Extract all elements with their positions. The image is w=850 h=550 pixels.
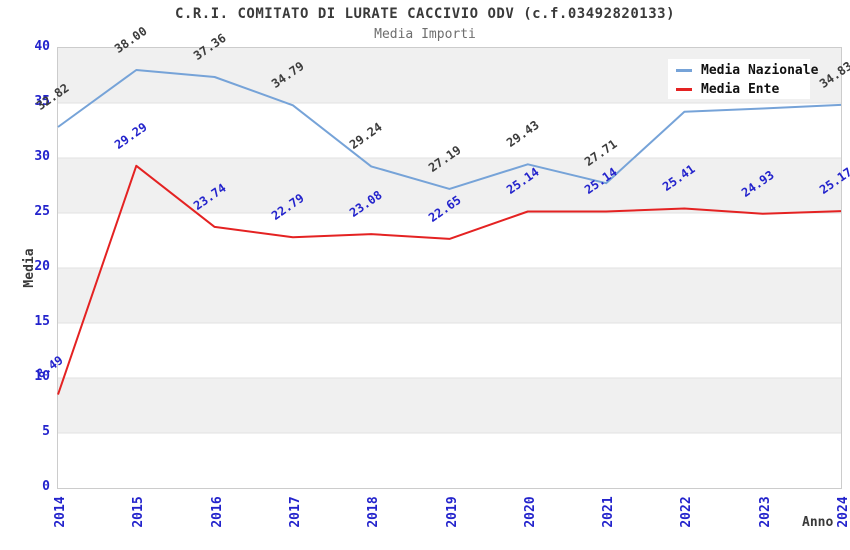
legend-item: Media Nazionale: [668, 61, 818, 80]
x-tick-label: 2019: [444, 496, 460, 528]
x-tick-label: 2014: [53, 496, 68, 528]
plot-area: 32.82 38.00 37.36 34.79 29.24 27.19 29.43 27.71…: [34, 24, 850, 489]
y-tick-label: 35: [34, 94, 50, 109]
grid-band: [58, 378, 841, 433]
x-tick-label: 2016: [209, 496, 225, 528]
x-tick-label: 2022: [679, 496, 695, 528]
legend-item-label: Media Nazionale: [701, 63, 819, 78]
legend: Media Nazionale Media Ente: [668, 59, 818, 99]
x-tick-label: 2023: [757, 496, 773, 528]
legend-item-label: Media Ente: [701, 82, 780, 97]
grid-band: [58, 158, 841, 213]
x-tick-label: 2021: [601, 496, 617, 528]
x-tick-label: 2018: [366, 496, 382, 528]
y-tick-label: 25: [34, 204, 50, 219]
chart-title: C.R.I. COMITATO DI LURATE CACCIVIO ODV (…: [174, 6, 675, 22]
chart-subtitle: Media Importi: [374, 27, 476, 42]
x-tick-label: 2017: [287, 496, 303, 528]
y-tick-label: 30: [34, 149, 50, 164]
x-tick-label: 2015: [131, 496, 147, 528]
series-line-media-ente: [57, 164, 842, 395]
x-tick-label: 2020: [522, 496, 538, 528]
y-tick-label: 0: [42, 479, 50, 494]
legend-item: Media Ente: [668, 80, 810, 99]
y-tick-label: 40: [34, 39, 50, 54]
series-line-media-nazionale: [57, 69, 842, 190]
y-tick-label: 15: [34, 314, 50, 329]
y-tick-label: 20: [34, 259, 50, 274]
y-tick-label: 5: [42, 424, 50, 439]
x-axis-title: Anno: [802, 515, 834, 530]
legend-line-swatch: [676, 88, 692, 91]
legend-line-swatch: [676, 69, 692, 72]
x-tick-label: 2024: [836, 496, 850, 528]
y-tick-label: 10: [34, 369, 50, 384]
grid-band: [58, 268, 841, 323]
plot-svg: [57, 48, 842, 434]
